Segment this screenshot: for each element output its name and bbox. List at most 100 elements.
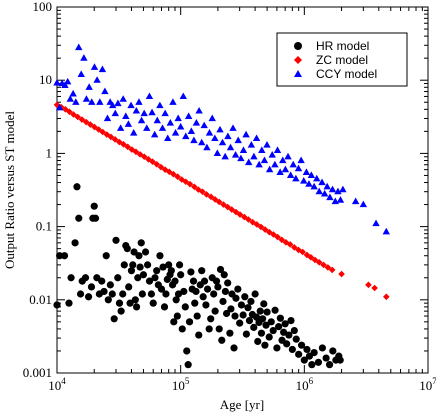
hr-model-point	[195, 331, 203, 339]
hr-model-point	[178, 325, 186, 333]
zc-model-point	[328, 266, 336, 274]
ccy-model-point	[75, 43, 83, 51]
hr-model-point	[263, 308, 271, 316]
zc-model-point	[70, 111, 77, 118]
hr-model-point	[60, 252, 69, 260]
ccy-model-point	[205, 128, 214, 136]
legend-label-hr: HR model	[316, 39, 369, 53]
hr-model-point	[114, 274, 122, 282]
zc-model-point	[365, 281, 372, 289]
hr-model-point	[100, 287, 108, 296]
hr-model-point	[269, 326, 277, 335]
hr-model-point	[183, 347, 191, 355]
hr-model-point	[123, 245, 131, 253]
ccy-model-point	[148, 108, 156, 116]
ccy-model-point	[80, 54, 88, 61]
ccy-model-point	[55, 103, 64, 111]
hr-model-point	[245, 316, 254, 325]
ccy-model-point	[184, 112, 193, 120]
ccy-model-point	[211, 134, 219, 142]
zc-model-point	[274, 233, 281, 241]
hr-model-point	[300, 356, 308, 364]
ccy-model-point	[336, 196, 345, 203]
hr-model-point	[318, 344, 327, 352]
hr-model-point	[224, 279, 232, 287]
ccy-model-point	[132, 106, 141, 114]
ccy-model-point	[101, 87, 109, 95]
hr-model-point	[251, 290, 259, 298]
zc-model-point	[87, 121, 94, 128]
ccy-model-point	[150, 130, 159, 138]
hr-model-point	[241, 293, 249, 301]
ccy-model-point	[292, 174, 300, 182]
hr-model-point	[151, 274, 159, 282]
hr-model-point	[256, 307, 264, 315]
ccy-model-point	[237, 154, 245, 162]
hr-model-point	[120, 261, 128, 269]
hr-model-point	[145, 277, 154, 285]
ccy-model-point	[339, 185, 347, 193]
hr-model-point	[227, 305, 235, 313]
hr-model-point	[310, 348, 318, 357]
ccy-model-point	[108, 101, 117, 109]
hr-model-point	[172, 296, 180, 304]
zc-model-point	[66, 108, 73, 116]
ccy-model-point	[318, 178, 326, 186]
hr-model-point	[138, 290, 146, 298]
zc-model-point	[371, 284, 378, 292]
zc-model-point	[149, 158, 156, 166]
ccy-model-point	[265, 165, 274, 173]
zc-model-point	[299, 248, 306, 256]
ccy-model-point	[313, 174, 321, 182]
zc-model-point	[324, 264, 332, 271]
zc-model-point	[78, 116, 86, 123]
hr-model-point	[215, 325, 223, 333]
ccy-model-point	[218, 138, 227, 146]
ccy-model-point	[216, 125, 224, 133]
zc-model-point	[99, 128, 106, 136]
hr-model-point	[199, 293, 207, 301]
hr-model-point	[71, 239, 79, 247]
legend: HR model ZC model CCY model	[276, 32, 408, 87]
hr-model-point	[165, 261, 173, 269]
x-tick-label: 107	[419, 376, 436, 393]
hr-model-point	[207, 315, 215, 323]
hr-model-point	[247, 297, 255, 306]
ccy-model-point	[252, 134, 261, 142]
zc-model-point	[220, 201, 227, 208]
hr-model-point	[276, 314, 284, 322]
ccy-model-point	[198, 138, 206, 146]
ccy-model-point	[169, 98, 177, 105]
hr-model-point	[210, 290, 218, 298]
ccy-model-point	[161, 109, 169, 117]
hr-model-point	[173, 312, 181, 320]
hr-model-point	[295, 350, 303, 358]
ccy-model-point	[114, 99, 122, 107]
zc-model-point	[257, 223, 265, 231]
ccy-model-point	[158, 124, 167, 131]
ccy-model-point	[239, 146, 248, 153]
ccy-model-point	[234, 136, 242, 144]
zc-model-point	[253, 221, 261, 228]
hr-model-point	[162, 290, 170, 298]
ccy-model-point	[129, 128, 138, 136]
ccy-model-point	[351, 197, 360, 205]
ccy-model-point	[182, 132, 190, 140]
hr-model-point	[167, 267, 175, 275]
zc-model-point	[170, 170, 177, 178]
zc-model-point	[286, 241, 294, 248]
hr-model-point	[171, 277, 179, 285]
legend-marker-ccy	[294, 70, 302, 77]
ccy-model-point	[171, 128, 180, 136]
ccy-model-point	[328, 185, 337, 193]
hr-model-point	[288, 345, 296, 354]
ccy-model-point	[116, 124, 125, 131]
y-tick-label: 0.01	[29, 292, 52, 307]
ccy-model-point	[156, 101, 164, 109]
zc-model-point	[107, 133, 115, 141]
ccy-model-point	[61, 81, 69, 88]
hr-model-point	[65, 299, 73, 307]
hr-model-point	[159, 263, 167, 271]
legend-label-ccy: CCY model	[316, 67, 377, 81]
ccy-model-point	[140, 109, 148, 117]
